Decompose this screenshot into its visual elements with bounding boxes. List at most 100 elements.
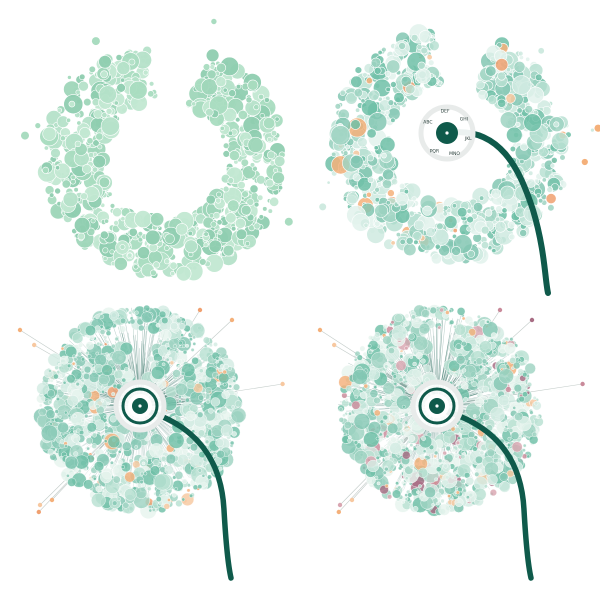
- bubble: [77, 351, 83, 357]
- bubble: [178, 323, 186, 330]
- bubble: [36, 382, 50, 395]
- bubble: [192, 335, 196, 340]
- bubble: [56, 107, 62, 113]
- bubble: [404, 446, 409, 451]
- bubble: [429, 306, 437, 315]
- outlier-bubble: [35, 123, 41, 129]
- bubble: [67, 413, 72, 418]
- bubble: [109, 203, 116, 209]
- bubble: [222, 369, 227, 375]
- bubble: [489, 406, 506, 423]
- bubble: [413, 239, 419, 245]
- bubble: [128, 58, 136, 66]
- bubble: [175, 350, 180, 354]
- bubble: [176, 265, 192, 282]
- bubble: [489, 489, 497, 497]
- bubble: [519, 229, 528, 237]
- outlier-bubble: [49, 497, 55, 503]
- bubble: [439, 307, 444, 313]
- panel-dandelion-mixed: [317, 304, 585, 581]
- bubble: [78, 430, 85, 436]
- bubble: [228, 384, 233, 389]
- bubble: [426, 307, 431, 311]
- bubble: [215, 191, 222, 198]
- bubble: [99, 314, 105, 320]
- bubble: [222, 382, 227, 387]
- bubble: [39, 403, 43, 408]
- dial-tick-label: MNO: [449, 151, 460, 157]
- bubble: [404, 346, 409, 351]
- bubble: [92, 166, 99, 173]
- bubble: [186, 380, 196, 390]
- bubble: [227, 177, 235, 184]
- bubble: [86, 422, 97, 433]
- bubble: [481, 358, 488, 364]
- bubble: [176, 453, 189, 466]
- bubble: [164, 233, 175, 244]
- bubble: [382, 168, 394, 181]
- bubble: [50, 147, 61, 159]
- bubble: [104, 218, 110, 224]
- bubble: [221, 390, 230, 399]
- bubble: [453, 324, 457, 329]
- bubble: [524, 362, 536, 375]
- bubble: [440, 498, 445, 504]
- bubble: [406, 368, 424, 386]
- bubble: [466, 333, 471, 338]
- bubble: [545, 193, 557, 204]
- bubble: [234, 400, 242, 408]
- bubble: [499, 481, 511, 493]
- bubble: [415, 352, 423, 360]
- bubble: [342, 413, 346, 418]
- bubble: [507, 443, 512, 448]
- bubble: [216, 62, 227, 73]
- bubble: [133, 264, 139, 270]
- bubble: [158, 339, 163, 344]
- bubble: [390, 436, 397, 443]
- outlier-bubble: [211, 18, 217, 25]
- bubble: [161, 362, 166, 367]
- bubble: [213, 341, 218, 347]
- bubble: [407, 492, 413, 498]
- bubble: [170, 322, 179, 331]
- bubble: [428, 37, 434, 43]
- bubble: [467, 249, 475, 258]
- bubble: [147, 90, 155, 98]
- bubble: [384, 364, 389, 369]
- bubble: [181, 497, 186, 502]
- bubble: [249, 162, 256, 168]
- bubble: [379, 419, 384, 424]
- bubble: [227, 199, 240, 212]
- bubble: [67, 395, 79, 407]
- bubble: [374, 197, 380, 203]
- bubble: [523, 113, 542, 132]
- bubble: [475, 455, 484, 464]
- bubble: [373, 67, 382, 75]
- bubble: [102, 256, 108, 262]
- bubble: [270, 130, 278, 137]
- bubble: [222, 244, 235, 257]
- bubble: [137, 231, 144, 237]
- bubble: [497, 98, 507, 108]
- bubble: [215, 438, 225, 448]
- bubble: [128, 310, 132, 315]
- bubble: [234, 217, 246, 229]
- bubble: [487, 95, 498, 105]
- bubble: [398, 42, 406, 50]
- bubble: [426, 54, 433, 61]
- bubble: [379, 136, 396, 153]
- bubble: [385, 200, 391, 206]
- bubble: [459, 377, 465, 383]
- bubble: [230, 226, 237, 232]
- bubble: [150, 212, 165, 227]
- bubble: [399, 238, 406, 245]
- bubble: [64, 444, 68, 448]
- bubble: [178, 340, 183, 346]
- bubble: [134, 445, 139, 449]
- bubble: [347, 435, 352, 440]
- bubble: [338, 407, 343, 412]
- bubble: [395, 481, 399, 486]
- bubble: [164, 465, 174, 475]
- bubble: [53, 373, 59, 380]
- bubble: [120, 77, 126, 83]
